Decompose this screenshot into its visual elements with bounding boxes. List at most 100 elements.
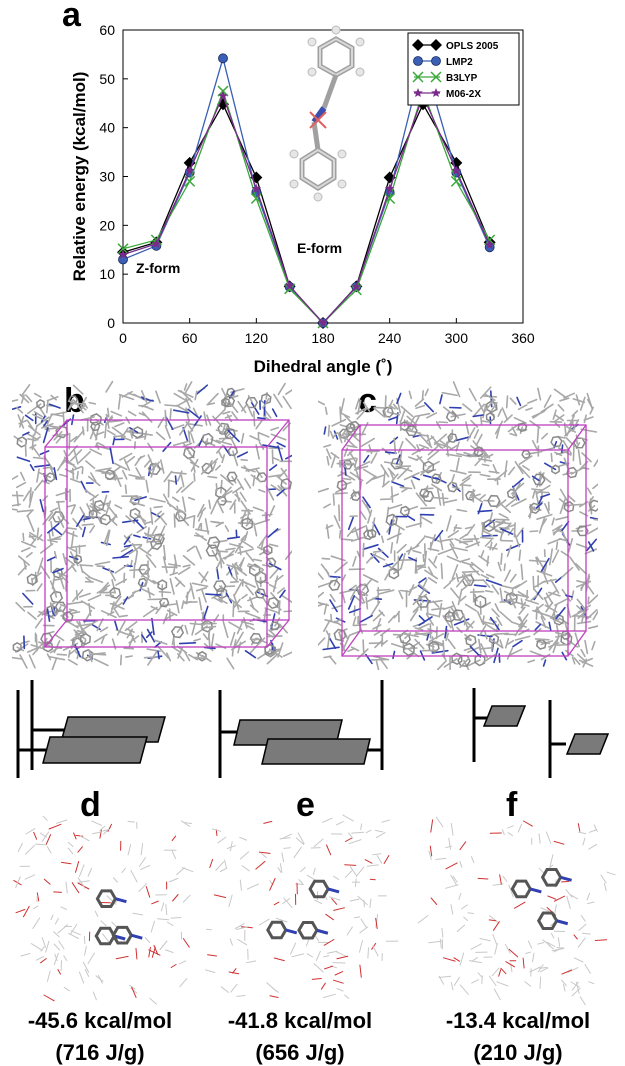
bond-segment	[551, 454, 552, 462]
side-chain-bond	[54, 944, 60, 950]
side-chain-bond	[345, 871, 351, 877]
bond-segment	[23, 534, 24, 541]
side-chain-bond	[508, 833, 512, 836]
bond-segment	[80, 565, 93, 566]
bond-segment	[208, 394, 218, 404]
bond-segment	[259, 490, 265, 492]
bond-segment	[145, 431, 146, 439]
bond-segment	[252, 403, 259, 415]
side-chain-bond	[240, 852, 248, 859]
bond-segment	[180, 643, 196, 644]
side-chain-bond	[325, 966, 333, 969]
side-chain-bond	[471, 857, 474, 863]
bond-segment	[549, 502, 550, 510]
bond-segment	[323, 647, 339, 649]
side-chain-bond	[150, 998, 157, 1004]
bond-segment	[274, 394, 282, 407]
bond-segment	[318, 593, 323, 600]
bond-segment	[443, 641, 444, 655]
side-chain-bond	[518, 824, 521, 832]
bond-segment	[246, 586, 253, 595]
side-chain-bond	[332, 899, 337, 905]
bond-segment	[402, 488, 408, 491]
side-chain-bond	[508, 826, 513, 828]
bond-segment	[417, 565, 425, 566]
bond-segment	[324, 656, 331, 657]
bond-segment	[451, 588, 459, 597]
side-chain-bond	[284, 848, 291, 849]
bond-segment	[29, 655, 35, 668]
bond-segment	[349, 517, 354, 529]
side-chain-bond	[34, 906, 38, 909]
bond-segment	[507, 545, 520, 551]
side-chain-bond	[324, 994, 336, 997]
side-chain-bond	[312, 979, 321, 980]
bond-segment	[214, 410, 225, 421]
side-chain-bond	[133, 913, 143, 915]
side-chain-bond	[370, 879, 375, 880]
bond-segment	[102, 543, 111, 545]
bond-segment	[28, 517, 34, 531]
side-chain-bond	[376, 830, 383, 832]
side-chain-bond	[480, 939, 490, 941]
x-tick-label: 360	[511, 330, 535, 346]
bond-segment	[367, 557, 372, 562]
side-chain-bond	[92, 821, 102, 825]
azobenzene-ring	[543, 870, 561, 886]
side-chain-bond	[151, 921, 154, 932]
side-chain-bond	[206, 970, 215, 973]
bond-segment	[36, 619, 42, 628]
side-chain-bond	[361, 824, 362, 830]
bond-segment	[479, 459, 492, 461]
side-chain-bond	[554, 841, 564, 844]
bond-segment	[415, 414, 429, 417]
bond-segment	[585, 641, 587, 654]
side-chain-bond	[489, 976, 496, 985]
bond-segment	[209, 500, 210, 508]
bond-segment	[206, 594, 221, 595]
side-chain-bond	[430, 846, 431, 856]
bond-segment	[35, 480, 43, 490]
bond-segment	[363, 544, 364, 557]
side-chain-bond	[88, 953, 95, 964]
bond-segment	[556, 542, 557, 549]
side-chain-bond	[439, 976, 451, 977]
bond-segment	[135, 520, 143, 529]
bond-segment	[130, 570, 144, 571]
side-chain-bond	[588, 902, 594, 904]
bond-segment	[542, 434, 547, 439]
side-chain-bond	[146, 887, 149, 898]
bond-segment	[482, 536, 497, 537]
bond-segment	[440, 395, 442, 404]
bond-segment	[83, 527, 85, 536]
bond-segment	[447, 556, 460, 562]
bond-segment	[335, 562, 347, 572]
side-chain-bond	[64, 987, 69, 991]
side-chain-bond	[327, 845, 331, 855]
bond-segment	[594, 520, 598, 522]
azo-bond	[561, 877, 572, 880]
side-chain-bond	[161, 903, 164, 911]
bond-segment	[216, 430, 222, 432]
bond-segment	[245, 479, 251, 488]
bond-segment	[400, 487, 411, 488]
bond-segment	[37, 469, 39, 482]
bond-segment	[202, 590, 206, 602]
bond-segment	[364, 456, 369, 463]
bond-segment	[193, 583, 208, 586]
side-chain-bond	[247, 884, 258, 889]
side-chain-bond	[44, 995, 54, 1001]
bond-segment	[282, 596, 292, 602]
bond-segment	[148, 588, 150, 597]
bond-segment	[578, 622, 591, 624]
bond-segment	[486, 591, 493, 592]
side-chain-bond	[79, 972, 83, 983]
side-chain-bond	[314, 964, 323, 973]
bond-segment	[540, 518, 545, 533]
side-chain-bond	[503, 876, 507, 881]
side-chain-bond	[589, 830, 596, 832]
schematic-e	[214, 680, 404, 780]
bond-segment	[593, 482, 598, 489]
bond-segment	[521, 565, 522, 580]
